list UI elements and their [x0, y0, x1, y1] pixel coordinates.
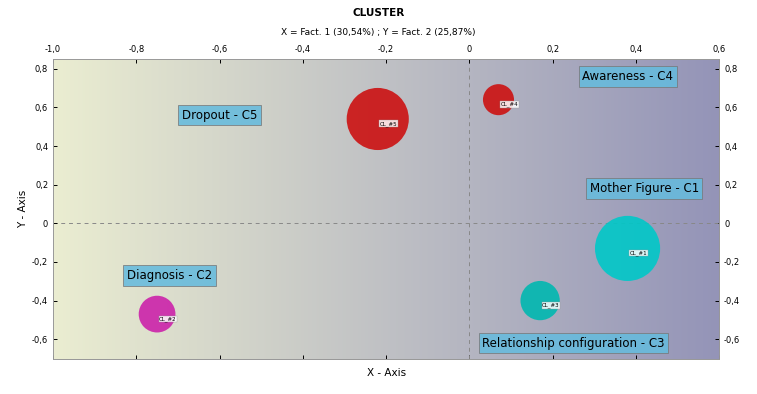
Text: Relationship configuration - C3: Relationship configuration - C3 [482, 336, 665, 349]
Text: CL_#4: CL_#4 [500, 102, 519, 107]
Text: CLUSTER: CLUSTER [352, 8, 405, 18]
Y-axis label: Y - Axis: Y - Axis [17, 190, 28, 228]
Text: CL_#3: CL_#3 [542, 303, 560, 308]
Text: CL_#2: CL_#2 [159, 316, 177, 322]
Text: X = Fact. 1 (30,54%) ; Y = Fact. 2 (25,87%): X = Fact. 1 (30,54%) ; Y = Fact. 2 (25,8… [282, 28, 475, 37]
Text: Dropout - C5: Dropout - C5 [182, 109, 257, 122]
Point [492, 97, 504, 103]
Point [151, 311, 164, 317]
Text: CL_#5: CL_#5 [380, 121, 397, 126]
Text: Awareness - C4: Awareness - C4 [582, 70, 673, 83]
Point [621, 245, 634, 252]
Point [372, 116, 384, 122]
Text: CL_#1: CL_#1 [630, 250, 647, 256]
Text: Mother Figure - C1: Mother Figure - C1 [590, 182, 699, 195]
Point [534, 297, 547, 304]
Text: Diagnosis - C2: Diagnosis - C2 [127, 269, 212, 282]
